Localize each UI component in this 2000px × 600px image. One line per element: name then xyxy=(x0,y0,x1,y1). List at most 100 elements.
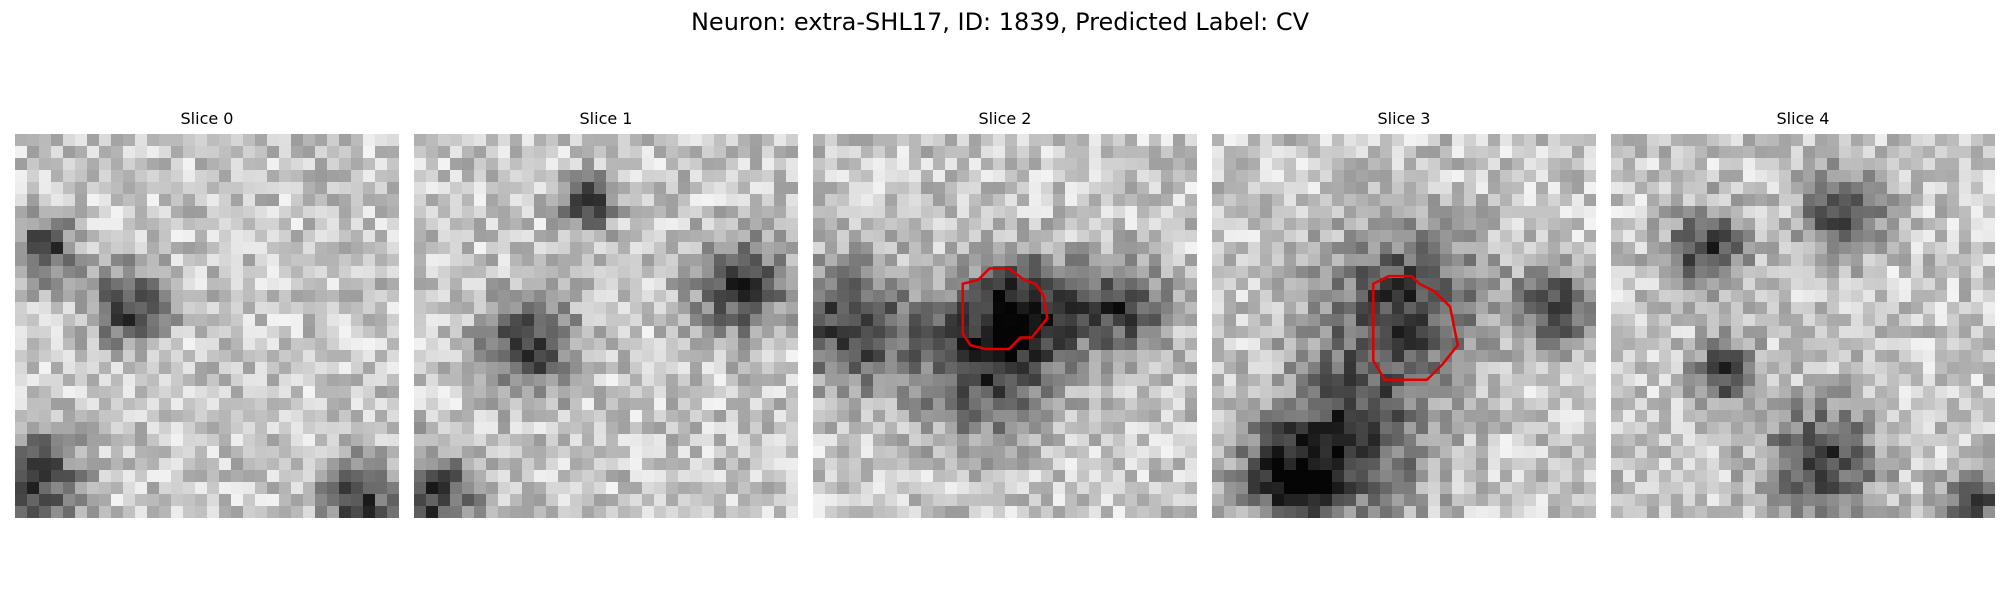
pixel xyxy=(1173,362,1186,375)
pixel xyxy=(702,350,715,363)
pixel xyxy=(1707,146,1720,159)
pixel xyxy=(1005,290,1018,303)
pixel xyxy=(498,434,511,447)
pixel xyxy=(897,506,910,518)
pixel xyxy=(450,194,463,207)
pixel xyxy=(726,146,739,159)
pixel xyxy=(1488,398,1501,411)
pixel xyxy=(1983,398,1995,411)
pixel xyxy=(1611,134,1624,147)
pixel xyxy=(291,398,304,411)
pixel xyxy=(255,422,268,435)
pixel xyxy=(1683,278,1696,291)
pixel xyxy=(1017,506,1030,518)
pixel xyxy=(726,470,739,483)
pixel xyxy=(1548,338,1561,351)
pixel xyxy=(570,470,583,483)
slice-title-4: Slice 4 xyxy=(1776,109,1830,128)
pixel xyxy=(231,230,244,243)
pixel xyxy=(1368,482,1381,495)
pixel xyxy=(1260,374,1273,387)
pixel xyxy=(1731,398,1744,411)
pixel xyxy=(1815,314,1828,327)
pixel xyxy=(1077,206,1090,219)
pixel xyxy=(813,398,826,411)
pixel xyxy=(1512,470,1525,483)
pixel xyxy=(1212,302,1225,315)
pixel xyxy=(1161,302,1174,315)
pixel xyxy=(1899,230,1912,243)
pixel xyxy=(522,182,535,195)
pixel xyxy=(738,494,751,507)
pixel xyxy=(498,386,511,399)
pixel xyxy=(1017,290,1030,303)
pixel xyxy=(426,146,439,159)
pixel xyxy=(1935,206,1948,219)
pixel xyxy=(1875,158,1888,171)
pixel xyxy=(1416,434,1429,447)
pixel xyxy=(969,266,982,279)
pixel xyxy=(135,362,148,375)
pixel xyxy=(582,170,595,183)
pixel xyxy=(726,422,739,435)
pixel xyxy=(885,470,898,483)
pixel xyxy=(1827,302,1840,315)
pixel xyxy=(1332,338,1345,351)
pixel xyxy=(849,470,862,483)
pixel xyxy=(534,170,547,183)
pixel xyxy=(666,218,679,231)
pixel xyxy=(1320,146,1333,159)
pixel xyxy=(1647,206,1660,219)
pixel xyxy=(231,302,244,315)
pixel xyxy=(1611,218,1624,231)
pixel xyxy=(339,494,352,507)
pixel xyxy=(546,242,559,255)
pixel xyxy=(195,146,208,159)
pixel xyxy=(207,470,220,483)
pixel xyxy=(327,218,340,231)
pixel xyxy=(231,422,244,435)
pixel xyxy=(1260,302,1273,315)
pixel xyxy=(63,338,76,351)
pixel xyxy=(1296,302,1309,315)
pixel xyxy=(1911,446,1924,459)
pixel xyxy=(387,314,399,327)
pixel xyxy=(1623,350,1636,363)
pixel xyxy=(75,374,88,387)
pixel xyxy=(1695,350,1708,363)
pixel xyxy=(279,302,292,315)
pixel xyxy=(123,266,136,279)
pixel xyxy=(1137,506,1150,518)
pixel xyxy=(1500,482,1513,495)
pixel xyxy=(1464,194,1477,207)
pixel xyxy=(462,158,475,171)
pixel xyxy=(1224,254,1237,267)
pixel xyxy=(267,194,280,207)
pixel xyxy=(642,170,655,183)
pixel xyxy=(1959,350,1972,363)
pixel xyxy=(1236,302,1249,315)
pixel xyxy=(1791,446,1804,459)
pixel xyxy=(450,410,463,423)
pixel xyxy=(75,470,88,483)
pixel xyxy=(1440,158,1453,171)
pixel xyxy=(1368,242,1381,255)
pixel xyxy=(1284,218,1297,231)
pixel xyxy=(1173,422,1186,435)
pixel xyxy=(786,482,798,495)
pixel xyxy=(351,338,364,351)
pixel xyxy=(1983,302,1995,315)
pixel xyxy=(825,458,838,471)
pixel xyxy=(1524,182,1537,195)
pixel xyxy=(981,170,994,183)
pixel xyxy=(1779,242,1792,255)
pixel xyxy=(1839,422,1852,435)
pixel xyxy=(1707,398,1720,411)
pixel xyxy=(1005,446,1018,459)
pixel xyxy=(1767,446,1780,459)
pixel xyxy=(111,374,124,387)
pixel xyxy=(63,146,76,159)
pixel xyxy=(147,278,160,291)
pixel xyxy=(702,302,715,315)
pixel xyxy=(243,458,256,471)
